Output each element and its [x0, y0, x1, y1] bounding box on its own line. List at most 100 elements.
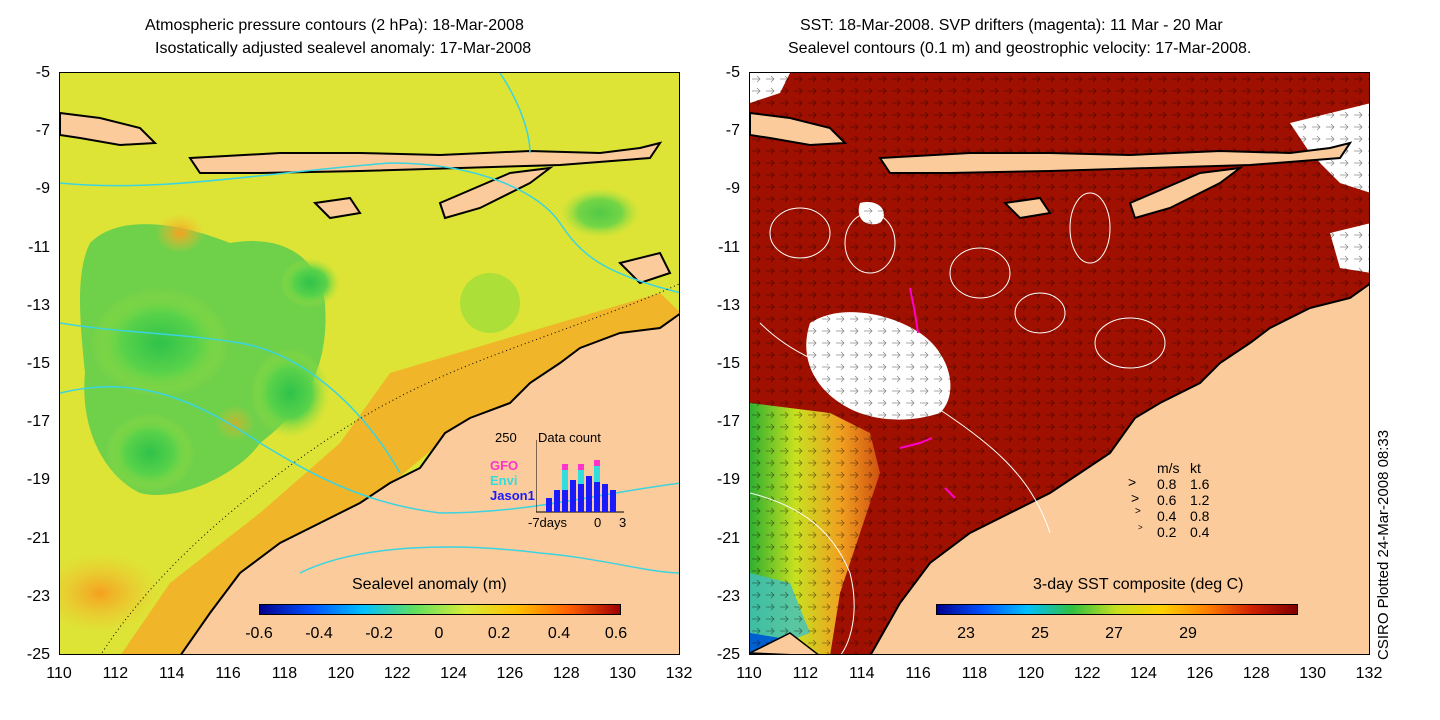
inset-series-jason1: Jason1 [490, 488, 535, 503]
inset-x-tick-end: 3 [619, 515, 627, 530]
sealevel-colorbar-title: Sealevel anomaly (m) [352, 576, 507, 593]
y-axis-tick-label: -9 [35, 180, 50, 198]
y-axis-tick-label: -15 [716, 355, 740, 372]
y-axis-tick-label: -23 [26, 587, 50, 605]
plot-credit: CSIRO Plotted 24-Mar-2008 08:33 [1375, 429, 1392, 660]
inset-bar [578, 464, 584, 470]
x-axis-tick-label: 118 [961, 665, 988, 682]
y-axis-tick-label: -11 [28, 238, 50, 256]
velocity-legend-kt: 0.4 [1190, 524, 1210, 540]
sealevel-colorbar-tick: 0.2 [487, 625, 511, 642]
sealevel-colorbar-tick: 0.6 [604, 625, 628, 642]
left-map-title-line2: Isostatically adjusted sealevel anomaly:… [155, 40, 532, 57]
x-axis-tick-label: 124 [440, 665, 467, 682]
velocity-legend-kt: 0.8 [1190, 508, 1210, 524]
y-axis-tick-label: -25 [716, 646, 740, 663]
inset-bar [594, 466, 600, 482]
x-axis-tick-label: 122 [383, 665, 411, 682]
y-axis-tick-label: -17 [26, 413, 50, 431]
inset-bar [562, 490, 568, 512]
x-axis-tick-label: 120 [1017, 665, 1045, 682]
x-axis-tick-label: 128 [552, 665, 580, 682]
velocity-legend-ms: 0.6 [1157, 492, 1177, 508]
x-axis-tick-label: 114 [158, 665, 185, 682]
sealevel-colorbar-tick: -0.6 [245, 625, 273, 642]
inset-bar [578, 484, 584, 512]
velocity-legend-arrow: > [1138, 523, 1143, 532]
y-axis-tick-label: -9 [725, 180, 740, 198]
right-map-title-line1: SST: 18-Mar-2008. SVP drifters (magenta)… [800, 17, 1223, 34]
velocity-legend-kt: 1.6 [1190, 476, 1210, 492]
sealevel-colorbar-tick: 0.4 [547, 625, 571, 642]
velocity-legend-header-kt: kt [1190, 460, 1201, 476]
inset-title: Data count [538, 430, 601, 445]
x-axis-tick-label: 112 [792, 665, 819, 682]
inset-bar [562, 464, 568, 470]
inset-max-label: 250 [495, 430, 517, 445]
x-axis-tick-label: 114 [848, 665, 875, 682]
velocity-legend-arrow: > [1135, 506, 1141, 517]
x-axis-tick-label: 110 [46, 665, 72, 682]
left-map-title-line1: Atmospheric pressure contours (2 hPa): 1… [145, 17, 524, 34]
inset-bar [586, 476, 592, 512]
sst-colorbar-tick: 29 [1179, 625, 1197, 642]
inset-bar-chart [536, 440, 624, 513]
inset-bar [570, 480, 576, 512]
x-axis-tick-label: 124 [1130, 665, 1157, 682]
y-axis-tick-label: -23 [716, 587, 740, 605]
sealevel-anomaly-map-svg [60, 73, 679, 654]
sealevel-anomaly-map [59, 72, 680, 655]
y-axis-tick-label: -15 [26, 355, 50, 372]
x-axis-tick-label: 112 [102, 665, 129, 682]
velocity-legend-ms: 0.4 [1157, 508, 1177, 524]
y-axis-tick-label: -19 [26, 471, 50, 489]
y-axis-tick-label: -11 [718, 238, 740, 256]
x-axis-tick-label: 118 [271, 665, 298, 682]
x-axis-tick-label: 116 [905, 665, 931, 682]
x-axis-tick-label: 128 [1242, 665, 1270, 682]
inset-x-tick-zero: 0 [594, 515, 602, 530]
y-axis-tick-label: -19 [716, 471, 740, 489]
inset-bar [594, 460, 600, 466]
x-axis-tick-label: 116 [215, 665, 241, 682]
right-map-title-line2: Sealevel contours (0.1 m) and geostrophi… [788, 40, 1252, 57]
x-axis-tick-label: 126 [496, 665, 524, 682]
y-axis-tick-label: -25 [26, 646, 50, 663]
sealevel-colorbar-tick: 0 [434, 625, 444, 642]
x-axis-tick-label: 122 [1073, 665, 1101, 682]
y-axis-tick-label: -5 [725, 64, 740, 81]
y-axis-tick-label: -7 [35, 122, 50, 140]
inset-bar [554, 490, 560, 512]
sst-map-svg [750, 73, 1369, 654]
velocity-legend-header-ms: m/s [1157, 460, 1180, 476]
velocity-legend-arrow: > [1128, 474, 1137, 490]
x-axis-tick-label: 130 [1299, 665, 1326, 682]
inset-bar [602, 484, 608, 512]
sst-colorbar [936, 604, 1298, 615]
inset-bar [562, 470, 568, 490]
x-axis-tick-label: 132 [1355, 665, 1383, 682]
velocity-legend-ms: 0.8 [1157, 476, 1177, 492]
x-axis-tick-label: 132 [665, 665, 693, 682]
sst-map [749, 72, 1370, 655]
inset-x-tick-start: -7days [528, 515, 568, 530]
sst-colorbar-tick: 27 [1105, 625, 1123, 642]
y-axis-tick-label: -13 [716, 296, 740, 314]
x-axis-tick-label: 126 [1186, 665, 1214, 682]
x-axis-tick-label: 120 [327, 665, 355, 682]
x-axis-tick-label: 130 [609, 665, 636, 682]
y-axis-tick-label: -21 [26, 529, 50, 547]
sst-colorbar-title: 3-day SST composite (deg C) [1033, 576, 1244, 593]
sst-colorbar-tick: 23 [957, 625, 975, 642]
velocity-legend-arrow: > [1131, 490, 1140, 506]
inset-bar [578, 470, 584, 484]
x-axis-tick-label: 110 [736, 665, 762, 682]
inset-series-gfo: GFO [490, 458, 519, 473]
inset-bar [610, 490, 616, 512]
y-axis-tick-label: -5 [35, 64, 50, 81]
sealevel-colorbar [259, 604, 621, 615]
velocity-legend-ms: 0.2 [1157, 524, 1177, 540]
y-axis-tick-label: -17 [716, 413, 740, 431]
velocity-legend-kt: 1.2 [1190, 492, 1210, 508]
y-axis-tick-label: -21 [716, 529, 740, 547]
